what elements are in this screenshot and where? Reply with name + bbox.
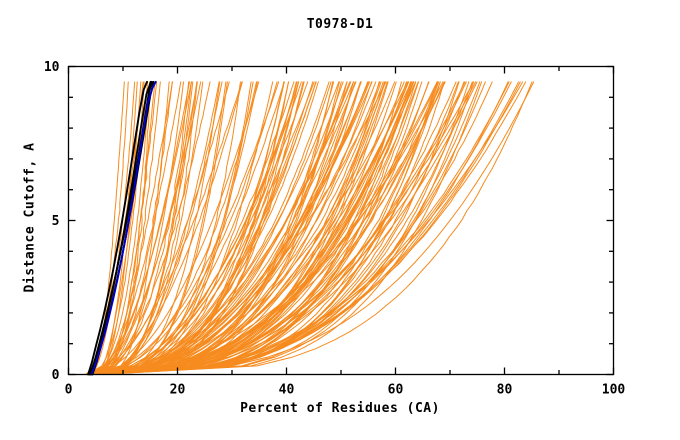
model-curve bbox=[94, 81, 317, 375]
model-curve bbox=[101, 81, 299, 375]
model-curve bbox=[100, 81, 465, 375]
orange-curve-ensemble bbox=[84, 81, 535, 375]
model-curve bbox=[98, 81, 477, 375]
model-curve bbox=[85, 81, 342, 375]
model-curve bbox=[91, 81, 473, 375]
model-curve bbox=[84, 81, 243, 375]
model-curve bbox=[94, 81, 335, 375]
model-curve bbox=[85, 81, 388, 375]
model-curve bbox=[90, 81, 220, 375]
model-curve bbox=[98, 81, 309, 375]
model-curve bbox=[87, 81, 382, 375]
model-curve bbox=[91, 81, 190, 375]
x-tick-label: 100 bbox=[602, 383, 626, 398]
model-curve bbox=[100, 81, 290, 375]
model-curve bbox=[87, 81, 319, 375]
model-curve bbox=[99, 81, 227, 375]
model-curve bbox=[88, 81, 278, 375]
model-curve bbox=[98, 81, 241, 375]
model-curve bbox=[99, 81, 474, 375]
axis-tick-labels: 0 20 40 60 80 100 0 5 10 bbox=[44, 60, 626, 398]
model-curve bbox=[94, 81, 285, 375]
highlighted-curve-blue bbox=[90, 80, 157, 376]
model-curve bbox=[92, 81, 527, 375]
model-curve bbox=[98, 81, 402, 375]
model-curve bbox=[98, 81, 470, 375]
model-curve bbox=[89, 81, 161, 375]
model-curve bbox=[93, 81, 260, 375]
model-curve bbox=[99, 81, 483, 375]
model-curve bbox=[86, 81, 415, 375]
model-curve bbox=[97, 81, 362, 375]
model-curve bbox=[85, 81, 445, 375]
model-curve bbox=[88, 81, 302, 375]
model-curve bbox=[86, 81, 412, 375]
y-tick-label: 5 bbox=[52, 214, 60, 229]
y-tick-label: 10 bbox=[44, 60, 60, 75]
x-tick-label: 80 bbox=[497, 383, 513, 398]
model-curve bbox=[97, 81, 290, 375]
model-curve bbox=[97, 81, 285, 375]
model-curve bbox=[95, 81, 389, 375]
model-curve bbox=[94, 81, 397, 375]
reference-model-black-1 bbox=[87, 80, 148, 376]
model-curve bbox=[87, 81, 387, 375]
model-curve bbox=[89, 81, 192, 375]
model-curve bbox=[86, 81, 380, 375]
y-tick-label: 0 bbox=[52, 368, 60, 383]
model-curve bbox=[93, 81, 370, 375]
model-curve bbox=[84, 81, 371, 375]
model-curve bbox=[94, 81, 352, 375]
model-curve bbox=[92, 81, 194, 375]
model-curve bbox=[94, 81, 223, 375]
model-curve bbox=[85, 81, 173, 375]
x-tick-label: 0 bbox=[65, 383, 73, 398]
model-curve bbox=[96, 81, 204, 375]
model-curve bbox=[92, 81, 297, 375]
model-curve bbox=[90, 81, 446, 375]
x-axis-label: Percent of Residues (CA) bbox=[240, 401, 440, 416]
model-curve bbox=[87, 81, 332, 375]
model-curve bbox=[86, 81, 151, 375]
model-curve bbox=[86, 81, 348, 375]
highlighted-model-blue bbox=[90, 80, 157, 376]
model-curve bbox=[93, 81, 481, 375]
model-curve bbox=[91, 81, 467, 375]
model-curve bbox=[97, 81, 533, 375]
model-curve bbox=[85, 81, 444, 375]
model-curve bbox=[92, 81, 423, 375]
model-curve bbox=[100, 81, 441, 375]
model-curve bbox=[96, 81, 192, 375]
model-curve bbox=[85, 81, 466, 375]
model-curve bbox=[88, 81, 182, 375]
model-curve bbox=[92, 81, 274, 375]
x-tick-label: 40 bbox=[279, 383, 295, 398]
model-curve bbox=[96, 81, 151, 375]
model-curve bbox=[97, 81, 356, 375]
x-tick-label: 60 bbox=[388, 383, 404, 398]
model-curve bbox=[87, 81, 198, 375]
axis-frame bbox=[67, 65, 615, 376]
model-curve bbox=[96, 81, 173, 375]
x-tick-label: 20 bbox=[170, 383, 186, 398]
model-curve bbox=[89, 81, 510, 375]
model-curve bbox=[95, 81, 372, 375]
model-curve bbox=[85, 81, 190, 375]
model-curve bbox=[91, 81, 125, 375]
model-curve bbox=[96, 81, 156, 375]
page-title: T0978-D1 bbox=[306, 17, 374, 32]
model-curve bbox=[98, 81, 252, 375]
model-curve bbox=[84, 81, 509, 375]
model-curve bbox=[100, 81, 315, 375]
model-curve bbox=[87, 81, 243, 375]
model-curve bbox=[92, 81, 381, 375]
